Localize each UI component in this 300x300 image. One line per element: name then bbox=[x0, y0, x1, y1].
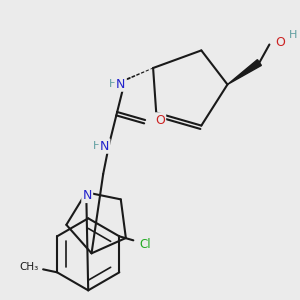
Text: H: H bbox=[290, 29, 298, 40]
Text: N: N bbox=[100, 140, 109, 152]
Text: O: O bbox=[155, 113, 165, 127]
Text: O: O bbox=[275, 36, 285, 49]
Text: H: H bbox=[109, 79, 117, 89]
Text: Cl: Cl bbox=[140, 238, 151, 251]
Text: CH₃: CH₃ bbox=[20, 262, 39, 272]
Text: N: N bbox=[116, 77, 125, 91]
Polygon shape bbox=[227, 60, 261, 85]
Text: N: N bbox=[82, 189, 92, 202]
Text: H: H bbox=[93, 141, 101, 151]
